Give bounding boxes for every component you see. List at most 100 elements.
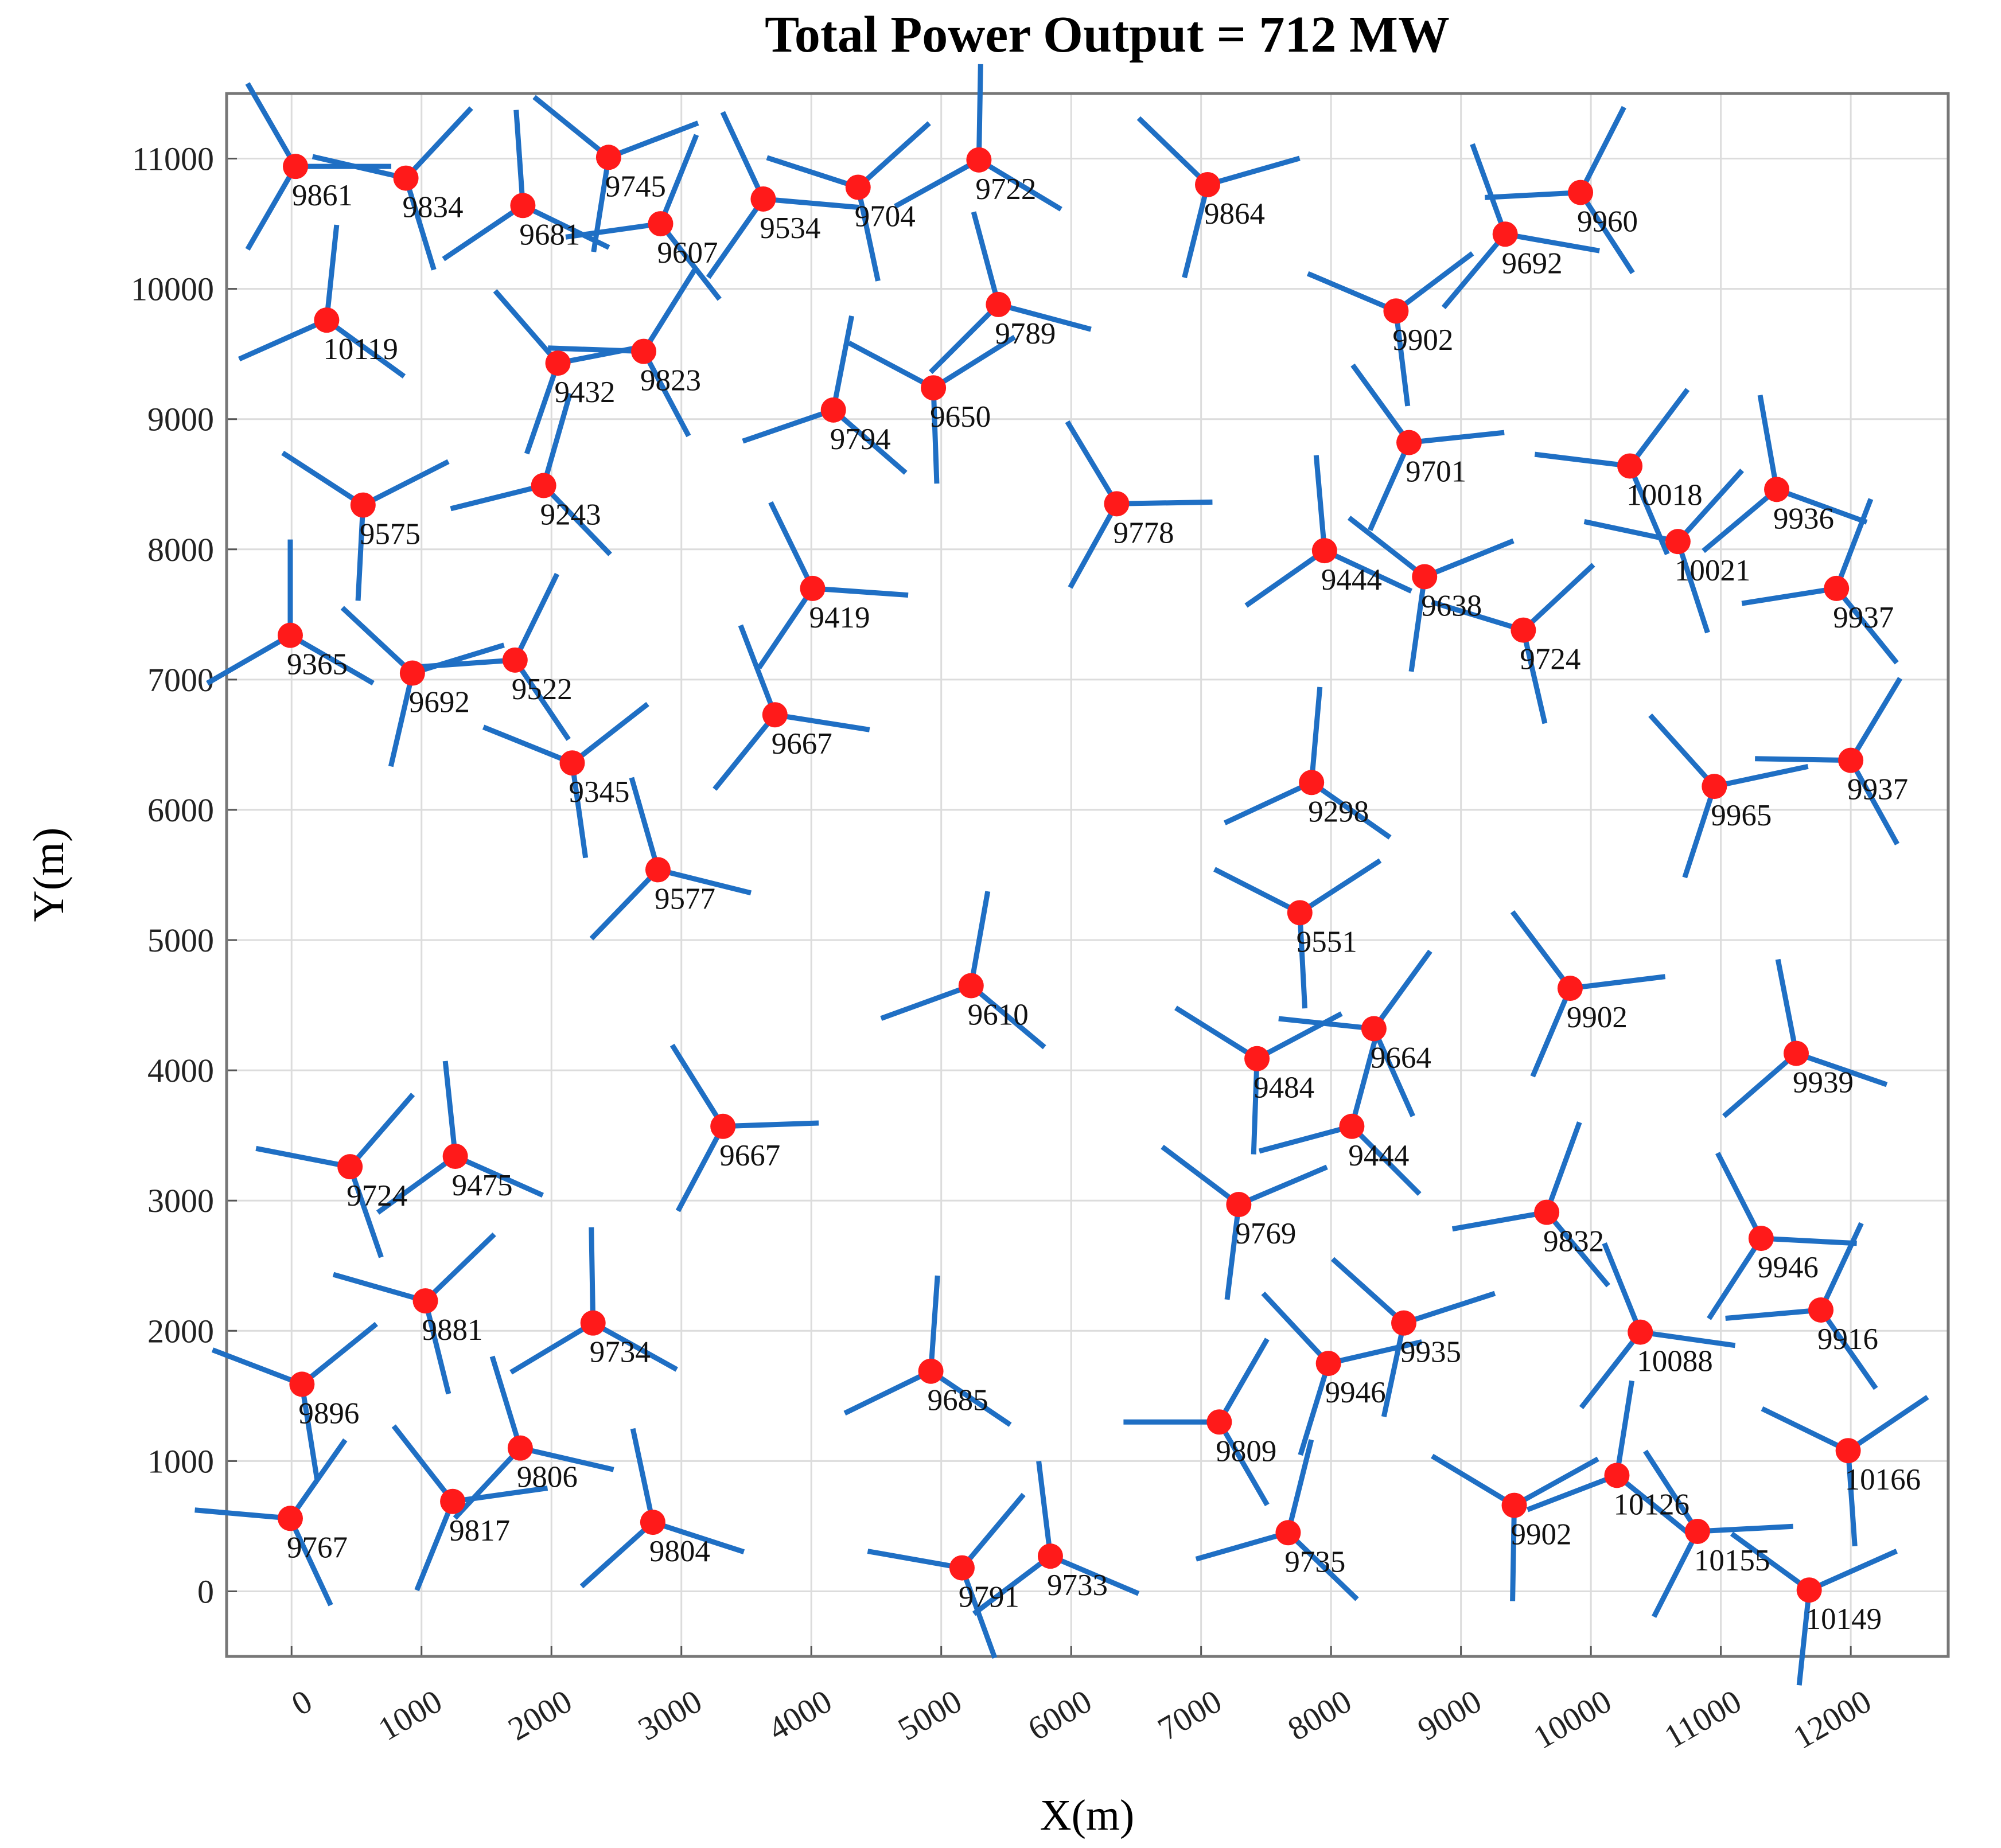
rotor-blades: [281, 450, 450, 601]
x-tick-label: 8000: [1282, 1682, 1358, 1748]
rotor-blades: [1258, 1033, 1422, 1196]
data-label: 10088: [1637, 1345, 1713, 1378]
turbine: [531, 473, 556, 498]
turbine: [1511, 617, 1536, 643]
rotor-blades: [669, 1043, 819, 1212]
x-tick-label: 10000: [1527, 1682, 1618, 1756]
data-label: 9650: [930, 400, 991, 434]
turbine: [1361, 1016, 1387, 1042]
turbine: [1311, 538, 1337, 564]
data-label: 9610: [968, 999, 1029, 1032]
turbine: [845, 174, 871, 200]
rotor-blades: [1161, 1144, 1328, 1300]
rotor-blades: [1485, 106, 1635, 275]
rotor-blades: [565, 134, 722, 301]
turbine: [1838, 747, 1864, 773]
turbine: [648, 211, 674, 237]
rotor-blades: [1123, 1338, 1270, 1507]
turbine: [442, 1144, 468, 1169]
data-label: 9345: [569, 775, 629, 809]
y-tick-label: 11000: [132, 141, 214, 178]
data-label: 9881: [422, 1313, 483, 1347]
data-label: 9444: [1348, 1139, 1409, 1172]
data-label: 9965: [1711, 799, 1772, 832]
rotor-blades: [1755, 677, 1902, 845]
data-label: 9916: [1817, 1323, 1878, 1356]
turbine: [820, 397, 846, 423]
rotor-blades: [332, 1232, 496, 1395]
data-label: 9607: [657, 236, 718, 270]
data-label: 10155: [1694, 1544, 1770, 1577]
turbine: [1764, 477, 1790, 502]
x-tick-label: 0: [285, 1682, 318, 1723]
turbine: [545, 350, 571, 376]
turbine: [645, 857, 671, 883]
rotor-blades: [894, 64, 1062, 212]
turbine: [1315, 1351, 1341, 1377]
x-tick-label: 6000: [1022, 1682, 1098, 1748]
y-tick-label: 5000: [147, 922, 214, 959]
data-label: 9794: [830, 423, 891, 456]
turbine: [1568, 180, 1594, 205]
data-label: 9432: [555, 376, 616, 409]
turbine: [510, 193, 536, 219]
rotor-blades: [376, 1061, 544, 1215]
rotor-blades: [1643, 1449, 1793, 1618]
rotor-blades: [1330, 1257, 1496, 1417]
data-label: 9704: [855, 200, 916, 233]
data-label: 9778: [1113, 516, 1174, 549]
rotor-blades: [1244, 455, 1413, 608]
turbine: [986, 291, 1011, 317]
rotor-blades: [450, 392, 612, 556]
data-label: 9861: [292, 179, 353, 212]
plot-area: [227, 93, 1948, 1656]
data-label: 9638: [1421, 589, 1482, 622]
rotor-blades: [1648, 713, 1809, 879]
turbine: [440, 1488, 466, 1514]
turbine: [1206, 1409, 1232, 1435]
rotor-blades: [453, 1355, 614, 1520]
rotor-blades: [1583, 469, 1744, 634]
data-label: 9534: [760, 212, 820, 245]
x-tick-label: 11000: [1658, 1682, 1747, 1756]
turbine: [277, 1506, 303, 1531]
rotor-blades: [1526, 1380, 1694, 1538]
data-label: 9946: [1758, 1251, 1819, 1284]
data-label: 9692: [1502, 247, 1563, 280]
x-axis-label: X(m): [1040, 1791, 1135, 1839]
data-label: 9936: [1773, 502, 1834, 535]
turbine: [1835, 1438, 1861, 1464]
turbine: [640, 1510, 665, 1535]
turbine: [1534, 1199, 1560, 1225]
rotor-blades: [391, 1424, 548, 1592]
rotor-blades: [766, 121, 931, 282]
rotor-blades: [547, 268, 697, 438]
y-tick-label: 6000: [147, 792, 214, 829]
turbine: [580, 1310, 606, 1336]
rotor-blades: [482, 701, 649, 859]
data-label: 10149: [1806, 1603, 1882, 1636]
turbine: [1784, 1040, 1809, 1066]
turbine: [1104, 491, 1130, 517]
rotor-blades: [929, 211, 1092, 375]
turbine: [1748, 1226, 1774, 1252]
turbine: [1244, 1046, 1270, 1071]
y-tick-label: 3000: [147, 1182, 214, 1219]
rotor-blades: [1347, 516, 1515, 672]
data-label: 9823: [640, 364, 701, 397]
turbine: [1796, 1577, 1822, 1603]
data-label: 9733: [1047, 1569, 1108, 1602]
rotor-blades: [1306, 251, 1474, 407]
data-label: 9832: [1543, 1225, 1604, 1258]
turbine: [1824, 575, 1850, 601]
y-tick-label: 0: [197, 1573, 214, 1610]
turbine: [502, 647, 528, 673]
rotors: [194, 64, 1929, 1686]
turbine: [399, 660, 425, 686]
turbine: [1557, 976, 1583, 1001]
data-label: 9722: [975, 173, 1036, 206]
turbine: [559, 750, 585, 776]
rotor-blades: [757, 501, 909, 669]
rotor-blades: [1350, 363, 1505, 531]
rotor-blades: [972, 1460, 1140, 1616]
